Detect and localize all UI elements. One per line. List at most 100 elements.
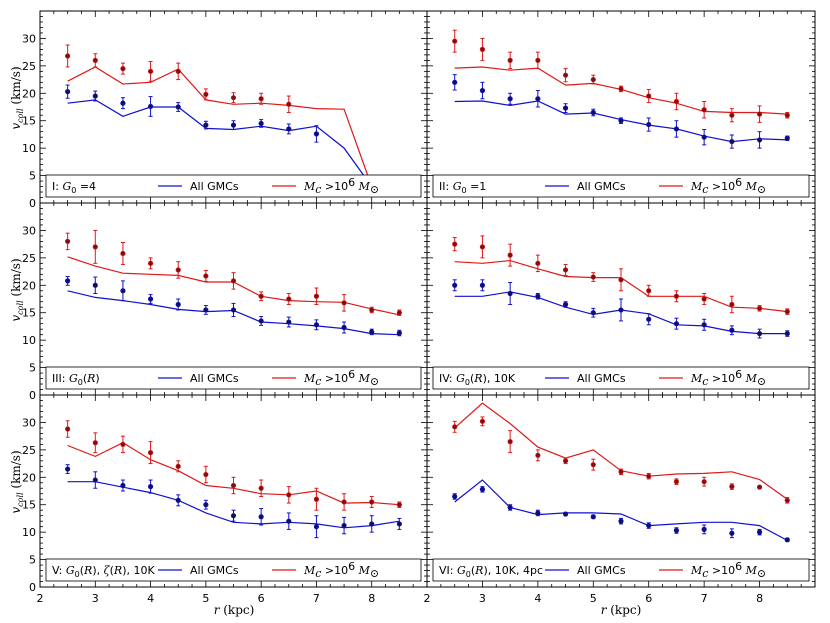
data-point <box>507 504 513 511</box>
data-point <box>147 450 154 456</box>
data-point <box>646 288 652 294</box>
x-tick-label: 5 <box>202 592 209 605</box>
series-massive-gmcs <box>452 29 790 123</box>
data-point <box>369 307 375 313</box>
data-point <box>175 463 181 469</box>
data-point <box>92 244 98 250</box>
data-point <box>590 76 596 83</box>
data-point <box>258 514 264 520</box>
legend-label-all: All GMCs <box>190 564 239 577</box>
data-point <box>313 496 320 502</box>
data-point <box>618 307 624 313</box>
panel-label: III: G0(R) <box>52 372 100 387</box>
data-point <box>120 250 126 257</box>
y-axis-label: vcoll (km/s) <box>9 258 25 321</box>
data-point <box>507 439 513 445</box>
data-point <box>65 238 71 244</box>
x-tick-label: 8 <box>368 592 375 605</box>
data-point <box>258 96 264 102</box>
data-point <box>341 499 347 505</box>
legend-box <box>432 366 810 390</box>
data-point <box>479 46 486 53</box>
data-point <box>369 521 375 527</box>
data-point <box>120 482 126 489</box>
data-point <box>562 301 569 308</box>
series-all-gmcs <box>452 479 790 543</box>
data-point <box>646 473 652 479</box>
data-point <box>147 296 154 302</box>
data-point <box>452 424 458 430</box>
data-point <box>286 126 292 132</box>
y-tick-label: 0 <box>29 197 36 210</box>
y-tick-label: 20 <box>22 87 36 100</box>
legend-box <box>45 174 422 198</box>
data-point <box>65 278 71 284</box>
data-point <box>452 241 458 247</box>
panel-II: II: G0 =1 All GMCs Mc >106 M⊙ <box>426 10 816 204</box>
y-axis-label: vcoll (km/s) <box>9 66 25 129</box>
panel-I: 0 5 10 15 20 25 30 I: G0 =4 All GMCs Mc >106 M⊙ <box>22 10 428 210</box>
data-point <box>92 477 98 483</box>
x-axis-label: r (kpc) <box>601 603 642 617</box>
legend-label-all: All GMCs <box>577 564 626 577</box>
y-tick-label: 25 <box>22 60 36 73</box>
data-point <box>203 307 209 313</box>
x-tick-label: 8 <box>756 592 763 605</box>
data-point <box>479 418 486 424</box>
data-point <box>65 426 71 432</box>
legend-label-massive: Mc >106 M⊙ <box>690 560 766 580</box>
data-point <box>230 513 237 519</box>
data-point <box>230 482 237 489</box>
legend-label-massive: Mc >106 M⊙ <box>303 560 379 580</box>
data-point <box>507 96 513 102</box>
data-point <box>673 98 680 105</box>
data-point <box>756 330 763 337</box>
data-point <box>258 318 264 324</box>
legend: III: G0(R) All GMCs Mc >106 M⊙ <box>45 366 422 390</box>
series-all-gmcs <box>452 279 790 339</box>
data-point <box>175 497 181 503</box>
x-tick-label: 5 <box>590 592 597 605</box>
data-point <box>673 126 680 132</box>
legend: II: G0 =1 All GMCs Mc >106 M⊙ <box>432 174 810 198</box>
series-line <box>67 66 373 187</box>
y-axis-label: vcoll (km/s) <box>9 450 25 513</box>
data-point <box>313 524 320 530</box>
panel-VI: 2 3 4 5 6 7 8 VI: G0(R), 10K, 4pc All GMCs Mc >10… <box>424 394 816 605</box>
data-point <box>784 309 790 315</box>
panel-III: 0 5 10 15 20 25 30 III: G0(R) All GMCs Mc >106 M⊙ <box>22 202 428 402</box>
data-point <box>175 301 181 308</box>
data-point <box>65 466 71 472</box>
data-point <box>203 273 209 279</box>
data-point <box>784 330 790 337</box>
data-point <box>618 469 624 475</box>
legend-label-all: All GMCs <box>190 372 239 385</box>
data-point <box>590 310 596 316</box>
data-point <box>756 111 763 117</box>
x-tick-label: 3 <box>479 592 486 605</box>
y-tick-label: 30 <box>22 224 36 237</box>
data-point <box>147 103 154 110</box>
data-point <box>535 510 541 516</box>
data-point <box>784 112 790 118</box>
legend-label-all: All GMCs <box>577 372 626 385</box>
data-point <box>479 282 486 288</box>
data-point <box>258 485 264 491</box>
x-axis-label: r (kpc) <box>214 603 255 617</box>
data-point <box>230 122 237 128</box>
data-point <box>729 301 735 308</box>
data-point <box>590 274 596 280</box>
legend-label-all: All GMCs <box>577 180 626 193</box>
data-point <box>729 484 735 490</box>
y-tick-label: 15 <box>22 115 36 128</box>
series-all-gmcs <box>65 464 402 539</box>
series-line <box>454 479 788 541</box>
y-tick-label: 15 <box>22 499 36 512</box>
panel-label: VI: G0(R), 10K, 4pc <box>439 564 543 579</box>
data-point <box>479 486 486 492</box>
data-point <box>286 319 292 325</box>
data-point <box>729 530 735 536</box>
data-point <box>203 502 209 508</box>
data-point <box>729 327 735 333</box>
